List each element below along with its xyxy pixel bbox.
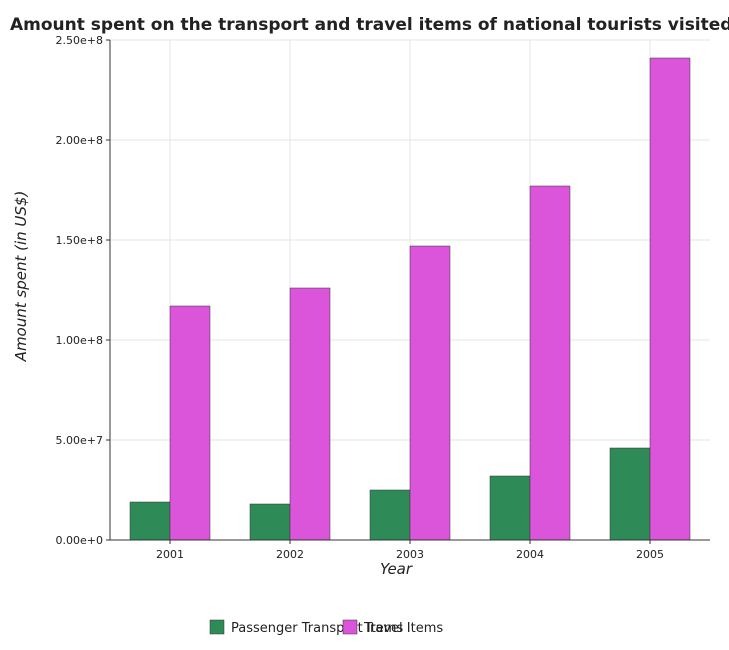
bar-travel-items-2004 [529, 185, 571, 541]
bar-travel-items-2002 [289, 287, 331, 541]
chart-title: Amount spent on the transport and travel… [10, 15, 729, 35]
x-tick-label: 2003 [396, 548, 424, 561]
y-tick-label: 0.00e+0 [56, 534, 103, 547]
y-tick-label: 1.00e+8 [56, 334, 103, 347]
y-tick-label: 1.50e+8 [56, 234, 103, 247]
x-tick-label: 2004 [516, 548, 544, 561]
bar-travel-items-2003 [409, 245, 451, 541]
y-axis-label: Amount spent (in US$) [12, 191, 30, 363]
bar-passenger-transport-2004 [489, 475, 531, 541]
legend-swatch-travel-items [342, 619, 358, 635]
legend-swatch-passenger-transport [209, 619, 225, 635]
x-axis-label: Year [380, 560, 413, 578]
axes: 0.00e+0 5.00e+7 1.00e+8 1.50e+8 2.00e+8 2.50e… [56, 34, 710, 561]
bar-passenger-transport-2005 [609, 447, 651, 541]
bar-passenger-transport-2001 [129, 501, 171, 541]
bar-passenger-transport-2003 [369, 489, 411, 541]
bar-passenger-transport-2002 [249, 503, 291, 541]
x-tick-label: 2001 [156, 548, 184, 561]
legend-label-travel-items: Travel Items [363, 621, 443, 636]
bars [129, 57, 691, 541]
y-tick-label: 5.00e+7 [56, 434, 103, 447]
legend-label-passenger-transport: Passenger Transport Items [231, 621, 403, 636]
x-tick-label: 2002 [276, 548, 304, 561]
y-tick-label: 2.00e+8 [56, 134, 103, 147]
x-tick-label: 2005 [636, 548, 664, 561]
bar-travel-items-2005 [649, 57, 691, 541]
y-tick-label: 2.50e+8 [56, 34, 103, 47]
bar-travel-items-2001 [169, 305, 211, 541]
